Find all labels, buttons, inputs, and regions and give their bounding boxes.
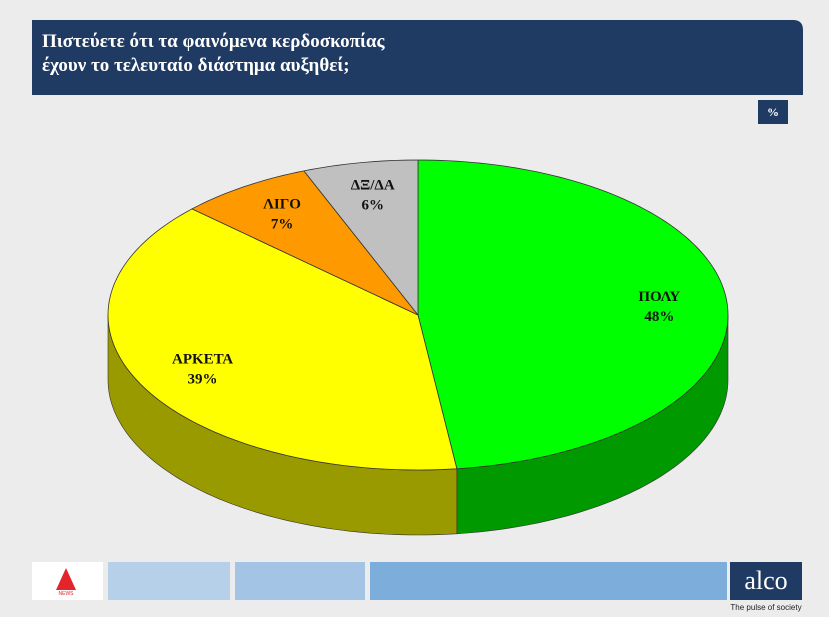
value-label: 48% xyxy=(644,309,674,325)
footer-segment xyxy=(108,562,230,600)
tagline: The pulse of society xyxy=(730,603,801,612)
slice xyxy=(417,159,729,470)
category-label: ΠΟΛΥ xyxy=(638,289,680,305)
footer-segment xyxy=(235,562,365,600)
category-label: ΔΞ/ΔΑ xyxy=(351,178,395,194)
footer-segment xyxy=(370,562,727,600)
channel-badge: NEWS xyxy=(59,591,75,597)
unit-badge xyxy=(758,100,788,124)
value-label: 6% xyxy=(361,198,384,214)
category-label: ΑΡΚΕΤΑ xyxy=(172,351,233,367)
slice xyxy=(303,159,419,317)
pie-chart: ΠΟΛΥ 48% ΑΡΚΕΤΑ 39% ΛΙΓΟ 7% ΔΞ/ΔΑ 6% xyxy=(107,159,729,536)
title-bar xyxy=(32,20,803,95)
logo-box xyxy=(730,562,802,600)
unit-label: % xyxy=(767,105,779,119)
slice xyxy=(107,208,458,471)
slice xyxy=(191,170,419,316)
chart-title: Πιστεύετε ότι τα φαινόμενα κερδοσκοπίας έ… xyxy=(42,31,386,76)
channel-logo xyxy=(56,568,76,590)
category-label: ΛΙΓΟ xyxy=(263,196,301,212)
logo: alco xyxy=(744,566,787,595)
value-label: 7% xyxy=(271,216,294,232)
value-label: 39% xyxy=(188,371,218,387)
